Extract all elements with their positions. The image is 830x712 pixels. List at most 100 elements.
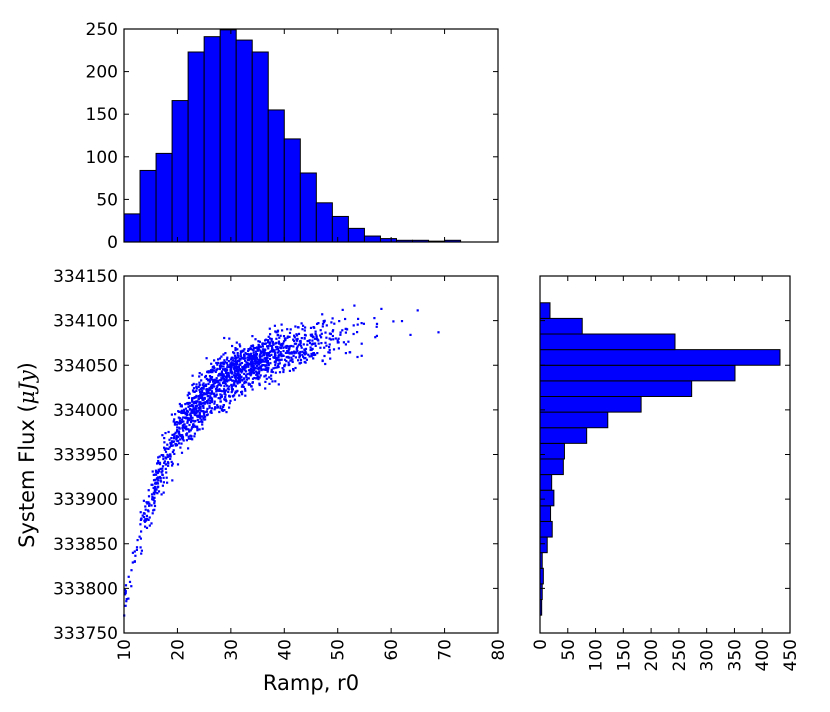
scatter-point (200, 395, 203, 398)
scatter-point (163, 460, 166, 463)
scatter-xtick-label: 70 (436, 639, 456, 661)
scatter-point (182, 429, 185, 432)
scatter-point (265, 364, 268, 367)
scatter-point (205, 377, 208, 380)
scatter-point (229, 370, 232, 373)
top-hist-bar (315, 202, 333, 243)
scatter-point (299, 361, 303, 364)
scatter-point (234, 359, 237, 362)
scatter-point (248, 355, 251, 358)
scatter-point (295, 348, 298, 351)
scatter-point (296, 326, 300, 329)
scatter-point (202, 385, 205, 388)
scatter-xtick-label: 40 (275, 639, 295, 661)
scatter-point (273, 349, 276, 352)
scatter-point (228, 376, 231, 379)
scatter-point (256, 349, 259, 352)
scatter-point (238, 394, 241, 397)
scatter-point (253, 376, 256, 380)
scatter-point (304, 347, 308, 350)
scatter-point (251, 365, 254, 368)
scatter-point (315, 335, 318, 339)
scatter-point (274, 380, 277, 383)
scatter-point (267, 345, 270, 348)
scatter-point (219, 379, 223, 382)
scatter-point (325, 344, 328, 347)
scatter-point (233, 367, 236, 370)
scatter-point (228, 337, 231, 340)
scatter-point (225, 362, 228, 365)
scatter-point (360, 322, 363, 325)
scatter-point (173, 418, 176, 421)
scatter-point (241, 383, 244, 387)
scatter-point (243, 372, 246, 375)
scatter-point (180, 409, 184, 412)
right-hist-bar (539, 489, 555, 507)
scatter-point (255, 377, 258, 380)
scatter-point (201, 427, 204, 430)
scatter-point (216, 404, 219, 407)
scatter-point (270, 353, 273, 356)
scatter-point (139, 518, 142, 521)
scatter-point (225, 368, 228, 371)
scatter-point (157, 490, 161, 493)
scatter-point (125, 598, 128, 601)
scatter-point (327, 351, 330, 354)
scatter-point (225, 371, 228, 374)
scatter-point (144, 518, 147, 521)
scatter-point (309, 333, 312, 336)
scatter-point (208, 402, 212, 405)
scatter-point (224, 382, 227, 386)
scatter-point (201, 420, 204, 424)
scatter-point (201, 383, 204, 386)
scatter-point (192, 425, 195, 429)
scatter-point (255, 367, 258, 370)
scatter-point (275, 337, 278, 340)
scatter-point (253, 360, 256, 363)
scatter-point (329, 338, 332, 341)
scatter-point (208, 388, 211, 391)
scatter-point (192, 424, 195, 427)
scatter-point (167, 447, 170, 450)
scatter-point (224, 367, 227, 370)
scatter-point (292, 368, 295, 371)
scatter-point (151, 498, 154, 501)
scatter-point (156, 477, 159, 480)
scatter-point (266, 354, 269, 357)
scatter-point (203, 418, 206, 421)
scatter-point (277, 354, 280, 357)
scatter-point (294, 351, 297, 354)
top-hist-frame (123, 28, 499, 243)
scatter-point (180, 404, 183, 407)
scatter-point (255, 352, 259, 356)
scatter-point (222, 377, 225, 380)
scatter-point (344, 343, 347, 346)
scatter-point (227, 375, 230, 378)
scatter-point (182, 416, 185, 419)
scatter-point (296, 345, 299, 348)
scatter-point (218, 373, 221, 376)
scatter-point (261, 351, 264, 354)
scatter-point (260, 369, 263, 372)
scatter-point (182, 420, 185, 423)
scatter-point (251, 362, 254, 365)
scatter-point (164, 467, 167, 470)
scatter-point (271, 370, 274, 374)
scatter-point (170, 460, 173, 463)
scatter-point (244, 359, 247, 362)
scatter-point (362, 322, 365, 325)
scatter-point (206, 395, 209, 398)
scatter-point (152, 509, 155, 512)
scatter-point (242, 365, 246, 368)
scatter-point (314, 332, 317, 335)
scatter-point (154, 488, 157, 491)
scatter-point (131, 561, 134, 564)
scatter-point (197, 406, 200, 409)
scatter-point (164, 432, 167, 435)
scatter-point (279, 351, 282, 354)
scatter-point (272, 367, 275, 370)
scatter-point (219, 407, 222, 410)
scatter-point (189, 412, 192, 415)
scatter-point (293, 334, 296, 337)
scatter-point (216, 385, 219, 388)
